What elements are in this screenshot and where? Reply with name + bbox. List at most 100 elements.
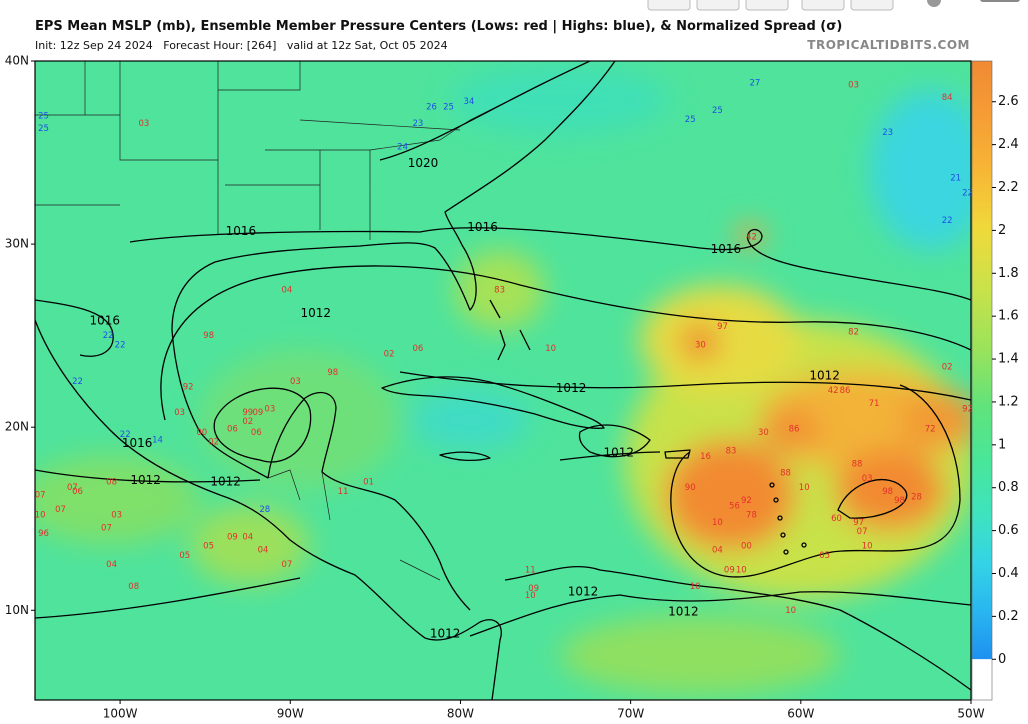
high-center: 14 <box>152 436 163 446</box>
toolbar-button[interactable] <box>850 0 894 11</box>
high-center: 22 <box>120 430 131 440</box>
low-center: 78 <box>746 511 757 521</box>
low-center: 02 <box>242 417 253 427</box>
colorbar-label: 1 <box>998 437 1006 452</box>
low-center: 30 <box>758 428 769 438</box>
colorbar-label: 2.4 <box>998 137 1019 152</box>
colorbar-label: 1.6 <box>998 309 1019 324</box>
low-center: 56 <box>729 501 740 511</box>
low-center: 97 <box>717 322 728 332</box>
low-center: 02 <box>384 349 395 359</box>
low-center: 06 <box>251 428 262 438</box>
low-center: 06 <box>412 344 423 354</box>
high-center: 26 <box>426 102 437 112</box>
low-center: 04 <box>106 560 117 570</box>
title: EPS Mean MSLP (mb), Ensemble Member Pres… <box>35 19 842 34</box>
low-center: 03 <box>174 408 185 418</box>
low-center: 83 <box>494 285 505 295</box>
lat-label: 30N <box>5 237 29 251</box>
low-center: 92 <box>183 382 194 392</box>
isobar-label: 1012 <box>430 627 461 641</box>
low-center: 71 <box>869 399 880 409</box>
isobar-label: 1012 <box>301 306 332 320</box>
isobar-label: 1016 <box>467 220 498 234</box>
isobar-label: 1016 <box>711 242 742 256</box>
subtitle: Init: 12z Sep 24 2024 Forecast Hour: [26… <box>35 39 448 52</box>
low-center: 04 <box>281 285 292 295</box>
colorbar-label: 0.8 <box>998 480 1019 495</box>
colorbar-label: 1.8 <box>998 266 1019 281</box>
low-center: 30 <box>695 340 706 350</box>
low-center: 09 <box>724 566 735 576</box>
low-center: 99 <box>242 408 253 418</box>
low-center: 42 <box>828 386 839 396</box>
low-center: 10 <box>736 566 747 576</box>
low-center: 11 <box>338 487 349 497</box>
low-center: 86 <box>789 425 800 435</box>
low-center: 07 <box>281 560 292 570</box>
low-center: 28 <box>911 492 922 502</box>
colorbar-empty <box>972 659 992 700</box>
low-center: 10 <box>690 582 701 592</box>
low-center: 83 <box>726 446 737 456</box>
spread-field <box>35 61 971 700</box>
low-center: 03 <box>139 119 150 129</box>
high-center: 25 <box>685 115 696 125</box>
colorbar-label: 2 <box>998 223 1006 238</box>
lon-label: 80W <box>447 707 474 721</box>
high-center: 25 <box>38 124 49 134</box>
low-center: 01 <box>363 478 374 488</box>
low-center: 03 <box>111 511 122 521</box>
high-center: 23 <box>882 128 893 138</box>
high-center: 22 <box>103 331 114 341</box>
lon-label: 90W <box>277 707 304 721</box>
colorbar-label: 1.2 <box>998 394 1019 409</box>
lat-label: 40N <box>5 54 29 68</box>
settings-icon[interactable] <box>927 0 941 7</box>
low-center: 02 <box>942 362 953 372</box>
low-center: 10 <box>712 518 723 528</box>
lat-label: 20N <box>5 420 29 434</box>
low-center: 98 <box>327 368 338 378</box>
colorbar-label: 1.4 <box>998 352 1019 367</box>
low-center: 09 <box>528 584 539 594</box>
high-center: 34 <box>464 97 475 107</box>
low-center: 05 <box>179 551 190 561</box>
colorbar-label: 0.4 <box>998 566 1019 581</box>
low-center: 04 <box>242 533 253 543</box>
toolbar <box>647 0 1020 11</box>
low-center: 05 <box>203 542 214 552</box>
low-center: 98 <box>894 496 905 506</box>
low-center: 92 <box>741 496 752 506</box>
low-center: 86 <box>840 386 851 396</box>
low-center: 88 <box>852 459 863 469</box>
low-center: 60 <box>831 514 842 524</box>
low-center: 00 <box>196 428 207 438</box>
low-center: 84 <box>942 93 953 103</box>
low-center: 06 <box>227 425 238 435</box>
low-center: 10 <box>35 511 46 521</box>
isobar-label: 1016 <box>226 224 257 238</box>
low-center: 03 <box>290 377 301 387</box>
isobar-label: 1012 <box>668 605 699 619</box>
toolbar-button[interactable] <box>801 0 845 11</box>
toolbar-button[interactable] <box>745 0 789 11</box>
colorbar-label: 0.2 <box>998 609 1019 624</box>
isobar-label: 1020 <box>408 156 439 170</box>
low-center: 10 <box>862 542 873 552</box>
toolbar-button[interactable] <box>647 0 691 11</box>
low-center: 04 <box>258 545 269 555</box>
low-center: 97 <box>853 518 864 528</box>
low-center: 05 <box>819 551 830 561</box>
lon-label: 60W <box>787 707 814 721</box>
toolbar-button[interactable] <box>980 0 1020 2</box>
low-center: 08 <box>128 582 139 592</box>
low-center: 06 <box>72 487 83 497</box>
toolbar-button[interactable] <box>696 0 740 11</box>
low-center: 98 <box>203 331 214 341</box>
isobar-label: 1012 <box>809 368 840 382</box>
low-center: 07 <box>857 527 868 537</box>
labels: 40N 30N 20N 10N 100W 90W 80W 70W 60W 50W 0 0.2 0.4 0.… <box>5 54 1019 721</box>
lat-label: 10N <box>5 603 29 617</box>
